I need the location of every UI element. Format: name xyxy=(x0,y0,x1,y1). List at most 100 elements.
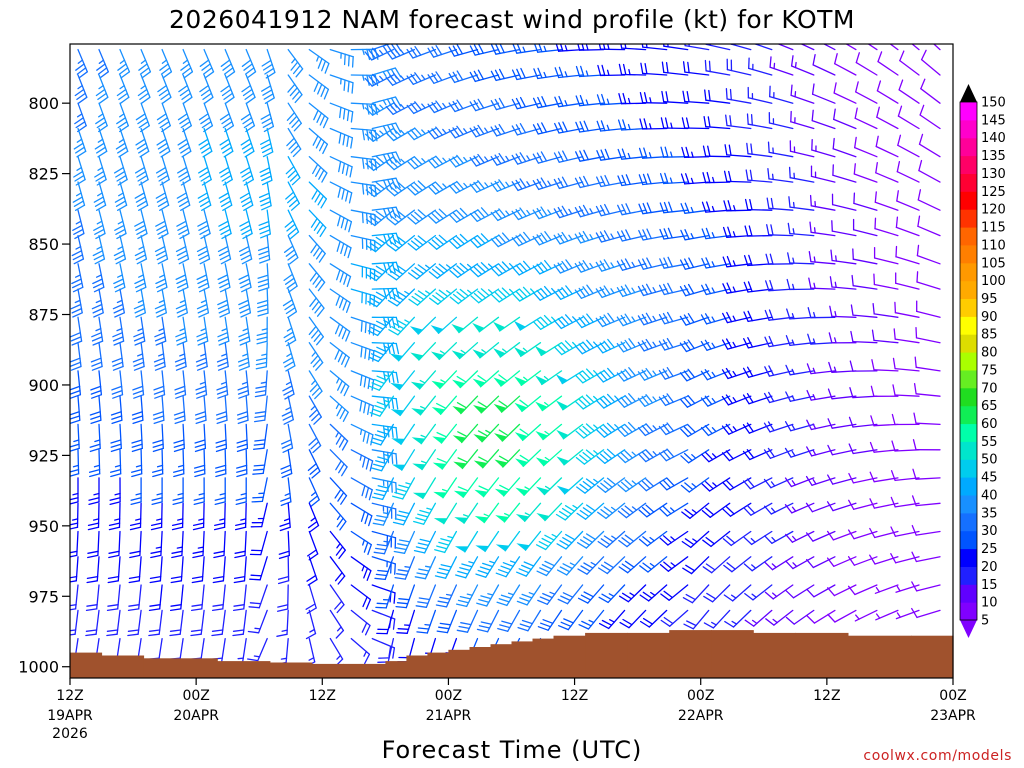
wind-barb xyxy=(806,609,836,624)
wind-barb xyxy=(725,88,752,104)
wind-barb xyxy=(281,395,294,425)
wind-barb xyxy=(406,156,437,170)
wind-barb xyxy=(216,370,229,399)
wind-barb xyxy=(660,584,689,601)
terrain-step xyxy=(627,632,670,678)
wind-barb xyxy=(70,395,81,425)
wind-barb xyxy=(784,477,815,488)
wind-barb xyxy=(895,245,920,265)
x-tick-label: 12Z xyxy=(309,688,336,704)
wind-barb xyxy=(616,313,647,327)
wind-barb xyxy=(809,221,836,237)
x-tick-date: 22APR xyxy=(678,708,724,724)
x-axis: 12Z 19APR 2026 00Z 20APR 12Z 00Z 21APR 12Z 00Z 22A… xyxy=(47,678,976,742)
wind-barb xyxy=(428,288,458,305)
wind-barb xyxy=(308,316,324,346)
wind-barb xyxy=(596,477,626,493)
wind-barb xyxy=(895,216,920,237)
wind-barb xyxy=(240,156,254,186)
wind-barb xyxy=(553,340,584,356)
wind-barb xyxy=(169,609,184,637)
wind-barb xyxy=(553,259,584,274)
wind-barb xyxy=(873,247,899,265)
wind-barb xyxy=(490,152,521,166)
wind-barb xyxy=(368,342,395,363)
wind-barb xyxy=(811,109,836,130)
wind-barb xyxy=(743,530,773,546)
wind-barb xyxy=(282,342,296,372)
wind-barb xyxy=(555,395,584,411)
wind-barb xyxy=(191,556,205,584)
wind-barb xyxy=(556,556,584,576)
wind-barb xyxy=(260,127,274,158)
wind-barb xyxy=(238,288,252,318)
wind-barb xyxy=(88,449,101,478)
wind-barb xyxy=(156,102,171,133)
terrain-step xyxy=(217,661,271,678)
wind-barb xyxy=(495,530,521,552)
wind-barb xyxy=(469,233,500,249)
wind-barb xyxy=(329,609,345,639)
colorbar-label: 85 xyxy=(981,328,998,343)
wind-barb xyxy=(618,63,647,76)
colorbar-segment xyxy=(960,602,977,621)
wind-barb xyxy=(742,449,773,461)
wind-barb xyxy=(702,556,731,574)
wind-barb xyxy=(308,288,325,317)
wind-barb xyxy=(555,44,584,52)
colorbar-segment xyxy=(960,262,977,282)
wind-barb xyxy=(555,502,584,521)
wind-barb xyxy=(722,226,752,238)
wind-barb xyxy=(176,181,191,211)
wind-barb xyxy=(876,106,899,130)
wind-barb xyxy=(71,263,84,293)
wind-barb xyxy=(108,502,121,531)
wind-barb xyxy=(617,148,647,160)
wind-barb xyxy=(308,181,328,209)
wind-barb xyxy=(703,115,731,130)
wind-barb xyxy=(805,530,836,542)
wind-barb xyxy=(896,190,920,211)
wind-barb xyxy=(218,181,233,211)
wind-barb xyxy=(433,477,458,499)
wind-barb xyxy=(806,363,836,375)
wind-barb xyxy=(198,102,214,133)
colorbar-label: 15 xyxy=(981,578,998,593)
wind-barb xyxy=(197,209,211,240)
wind-barb xyxy=(537,584,563,605)
wind-barb xyxy=(575,94,605,107)
wind-barb xyxy=(329,74,354,94)
wind-barb xyxy=(350,423,374,446)
wind-barb xyxy=(827,388,857,400)
wind-barb xyxy=(474,502,500,524)
wind-barb xyxy=(196,263,210,293)
colorbar-segment xyxy=(960,102,977,121)
wind-barb xyxy=(368,370,395,391)
wind-barb xyxy=(385,72,416,86)
wind-barb xyxy=(851,274,878,290)
wind-barb xyxy=(807,333,836,345)
credit-text[interactable]: coolwx.com/models xyxy=(863,748,1012,764)
wind-barb xyxy=(215,449,227,478)
wind-barb xyxy=(87,530,100,559)
wind-barb xyxy=(617,421,647,437)
wind-barb xyxy=(808,277,836,290)
wind-barb xyxy=(495,502,521,523)
wind-barb xyxy=(190,584,205,612)
wind-barb xyxy=(413,502,437,525)
wind-barb xyxy=(532,177,563,191)
x-tick-label: 12Z xyxy=(56,688,83,704)
colorbar-segment xyxy=(960,405,977,425)
wind-barb xyxy=(211,584,226,612)
wind-barb xyxy=(639,118,668,130)
plot-frame xyxy=(69,43,954,679)
colorbar-segment xyxy=(960,244,977,264)
wind-barb xyxy=(194,395,207,425)
wind-barb xyxy=(516,584,542,606)
wind-barb xyxy=(155,263,168,293)
wind-barb xyxy=(577,584,605,604)
wind-barb xyxy=(283,316,297,347)
wind-barb xyxy=(177,102,192,133)
wind-barb xyxy=(239,181,254,211)
wind-barb xyxy=(681,530,710,549)
